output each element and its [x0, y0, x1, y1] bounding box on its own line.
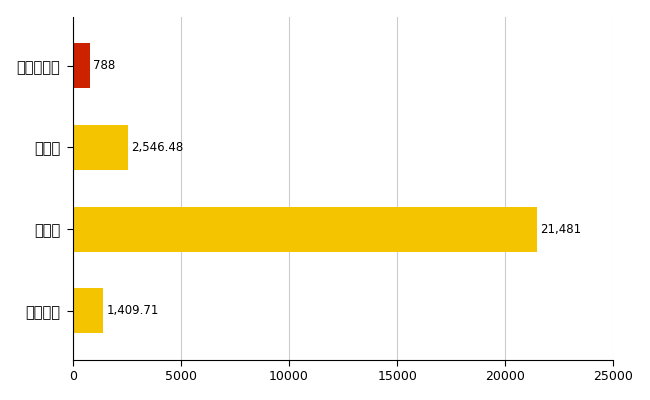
Text: 2,546.48: 2,546.48: [131, 141, 183, 154]
Bar: [73, 207, 538, 252]
Text: 1,409.71: 1,409.71: [107, 304, 159, 317]
Text: 21,481: 21,481: [541, 223, 582, 236]
Bar: [73, 43, 90, 88]
Text: 788: 788: [93, 59, 116, 72]
Bar: [73, 125, 128, 170]
Bar: [73, 288, 103, 333]
